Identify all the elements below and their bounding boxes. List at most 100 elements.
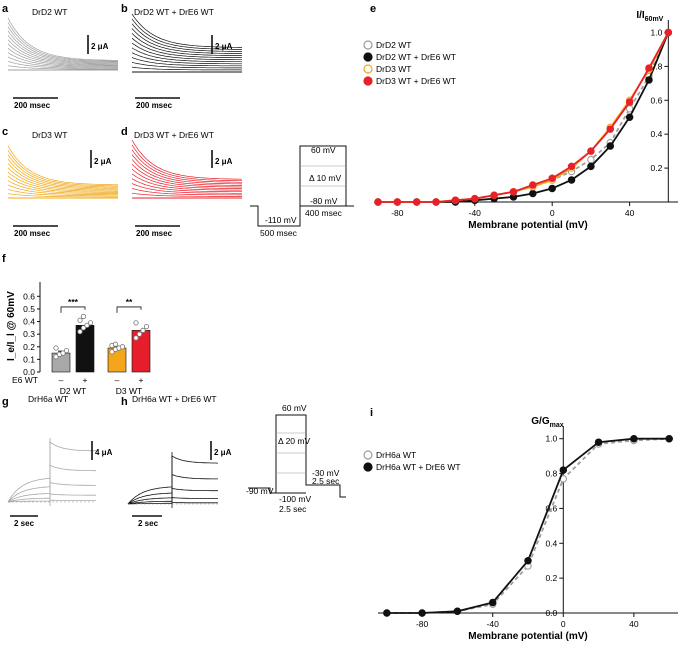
series-line-3 — [378, 32, 670, 203]
data-point — [471, 194, 479, 203]
e6-sign: + — [139, 375, 144, 385]
x-tick-label: 0 — [550, 208, 555, 218]
x-tick-label: -40 — [469, 208, 482, 218]
data-point — [509, 188, 518, 196]
data-point — [87, 320, 94, 326]
protocol-top-v-hold: -110 mV — [265, 215, 297, 225]
legend-label: DrH6a WT — [376, 450, 416, 460]
x-axis-title: Membrane potential (mV) — [468, 631, 587, 642]
panel-letter-g: g — [2, 396, 9, 408]
panel-letter-e: e — [370, 3, 376, 15]
data-point — [374, 198, 382, 206]
y-tick-label: 0.4 — [650, 129, 662, 139]
data-point — [606, 142, 615, 150]
current-trace — [7, 176, 118, 193]
current-trace — [7, 150, 118, 187]
legend-marker — [363, 64, 373, 74]
current-trace — [7, 30, 119, 64]
current-trace — [131, 66, 243, 71]
current-trace — [7, 56, 118, 68]
e6-sign: – — [115, 375, 120, 385]
data-point — [594, 438, 603, 446]
current-trace — [7, 60, 118, 69]
scale-x-c: 200 msec — [14, 229, 51, 238]
data-point — [630, 434, 638, 443]
current-trace — [131, 163, 242, 188]
protocol-bottom-v-hold: -90 mV — [246, 486, 274, 496]
current-trace — [131, 192, 242, 197]
data-point — [587, 162, 595, 171]
data-point — [625, 113, 634, 121]
current-trace — [7, 154, 118, 188]
current-trace — [131, 183, 242, 194]
row-label: E6 WT — [12, 375, 38, 385]
y-tick-label: 1.0 — [545, 434, 557, 444]
x-tick-label: -40 — [487, 619, 500, 629]
x-tick-label: -80 — [416, 619, 429, 629]
y-tick-label: 0.1 — [23, 354, 35, 364]
panel-d-title: DrD3 WT + DrE6 WT — [134, 130, 214, 140]
significance-label: ** — [126, 297, 133, 307]
current-trace — [131, 57, 243, 67]
legend-label: DrD2 WT — [376, 40, 411, 50]
data-point — [418, 609, 426, 617]
scale-x-d: 200 msec — [136, 229, 173, 238]
data-point — [80, 325, 87, 331]
data-point — [587, 155, 595, 164]
current-trace — [131, 52, 242, 65]
data-point — [412, 198, 421, 206]
y-axis-title: I_e/I_l @ 60mV — [6, 291, 17, 361]
y-tick-label: 0.3 — [23, 329, 35, 339]
panel-g-title: DrH6a WT — [28, 394, 68, 404]
data-point — [109, 349, 115, 355]
e6-sign: + — [83, 375, 88, 385]
scale-y-b: 2 μA — [215, 42, 233, 51]
current-trace — [7, 26, 119, 63]
scale-y-c: 2 μA — [94, 157, 112, 166]
protocol-bottom-v-tail: -30 mV — [312, 468, 340, 478]
current-trace — [127, 487, 218, 505]
scale-bar-a — [13, 35, 89, 99]
protocol-bottom-v-top: 60 mV — [282, 403, 307, 413]
y-tick-label: 0.4 — [545, 538, 557, 548]
panel-letter-h: h — [121, 396, 128, 408]
current-trace — [131, 178, 242, 193]
current-trace — [7, 52, 118, 68]
data-point — [567, 176, 576, 184]
current-trace — [131, 13, 242, 48]
y-axis-title-main: G/G — [531, 416, 550, 427]
data-point — [133, 335, 139, 341]
panel-letter-c: c — [2, 126, 8, 138]
data-point — [524, 556, 532, 565]
data-point — [665, 434, 673, 443]
data-point — [77, 317, 83, 323]
panel-letter-i: i — [370, 407, 373, 419]
current-trace — [131, 144, 242, 182]
panel-b-title: DrD2 WT + DrE6 WT — [134, 7, 214, 17]
scale-bar-d — [135, 150, 213, 227]
data-point — [606, 125, 615, 133]
data-point — [490, 191, 498, 199]
x-axis-title: Membrane potential (mV) — [468, 220, 587, 231]
y-tick-label: 0.6 — [23, 291, 35, 301]
data-point — [453, 607, 462, 616]
data-point — [383, 609, 391, 617]
panel-letter-a: a — [2, 3, 9, 15]
protocol-bottom-step: Δ 20 mV — [278, 436, 310, 446]
current-trace — [7, 171, 118, 192]
y-tick-label: 0.2 — [650, 163, 662, 173]
current-trace — [7, 22, 119, 62]
data-point — [133, 320, 139, 326]
data-point — [529, 181, 537, 189]
y-tick-label: 0.6 — [650, 95, 662, 105]
y-axis-title-sub: 60mV — [645, 16, 664, 23]
legend-marker — [363, 450, 373, 460]
current-trace — [7, 17, 119, 61]
data-point — [53, 345, 59, 351]
scale-y-g: 4 μA — [95, 448, 113, 457]
current-trace — [131, 154, 242, 185]
y-tick-label: 0.4 — [23, 317, 35, 327]
significance-bracket — [116, 306, 142, 313]
data-point — [488, 598, 497, 607]
current-trace — [7, 184, 118, 196]
